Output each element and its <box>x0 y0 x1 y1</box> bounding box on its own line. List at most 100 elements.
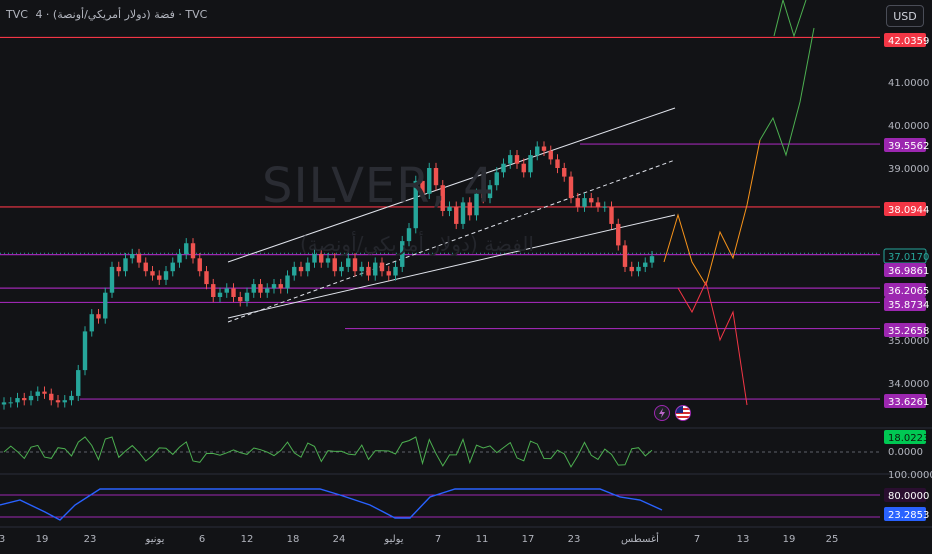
candle-body <box>568 176 574 199</box>
price-badge-label: 42.0359 <box>888 36 929 47</box>
candle-body <box>244 292 250 302</box>
candle-body <box>69 395 74 401</box>
time-tick-label: 25 <box>826 534 839 545</box>
price-badge-label: 37.0170 <box>888 252 929 263</box>
candle-body <box>487 185 493 199</box>
osc1-badge <box>884 430 926 444</box>
price-badge-label: 39.5562 <box>888 141 929 152</box>
candle-body <box>555 159 560 168</box>
time-tick-label: 3 <box>0 534 5 545</box>
price-tick-label: 39.0000 <box>888 164 929 175</box>
price-badge <box>884 394 926 408</box>
candle-body <box>258 284 263 293</box>
candle-body <box>163 271 169 280</box>
candle-body <box>197 258 202 272</box>
osc2-current-badge-label: 23.2853 <box>888 510 929 521</box>
candle-body <box>562 168 567 177</box>
candle-body <box>251 284 256 293</box>
candle-body <box>224 288 229 293</box>
candle-body <box>501 163 506 173</box>
candle-body <box>271 284 277 289</box>
price-badge <box>884 33 926 47</box>
time-tick-label: 11 <box>476 534 489 545</box>
candle-body <box>602 206 607 208</box>
candle-body <box>589 198 594 203</box>
time-tick-label: 7 <box>694 534 700 545</box>
price-badge <box>884 138 926 152</box>
price-badge <box>884 263 926 277</box>
candle-body <box>575 198 580 207</box>
candle-body <box>535 146 540 156</box>
price-badge <box>884 297 926 311</box>
time-tick-label: يونيو <box>145 534 165 545</box>
candle-body <box>8 402 13 404</box>
time-tick-label: 12 <box>241 534 254 545</box>
candle-body <box>595 202 601 207</box>
price-tick-label: 34.0000 <box>888 379 929 390</box>
candle-body <box>366 266 371 276</box>
candle-body <box>130 254 135 259</box>
candle-body <box>49 393 54 401</box>
candle-body <box>211 284 216 297</box>
price-badge-label: 35.2658 <box>888 326 929 337</box>
currency-button[interactable]: USD <box>886 5 924 27</box>
price-tick-label: 41.0000 <box>888 78 929 89</box>
channel-mid <box>227 159 676 323</box>
candle-body <box>346 258 351 267</box>
osc2-upper-badge-label: 80.0000 <box>888 491 929 502</box>
osc2-current-badge <box>884 507 926 521</box>
candle-body <box>609 206 614 224</box>
osc1-tick-label: 0.0000 <box>888 447 923 458</box>
candle-body <box>150 271 155 276</box>
candle-body <box>400 241 405 267</box>
time-tick-label: 17 <box>522 534 535 545</box>
price-badge-label: 38.0944 <box>888 205 929 216</box>
time-tick-label: 19 <box>36 534 49 545</box>
candle-body <box>298 266 304 272</box>
price-tick-label: 35.0000 <box>888 336 929 347</box>
price-badge-label: 35.8734 <box>888 300 929 311</box>
candle-body <box>35 391 40 396</box>
candle-body <box>406 228 412 242</box>
candle-body <box>622 245 628 267</box>
candle-body <box>305 262 310 272</box>
time-tick-label: أغسطس <box>621 532 659 545</box>
flag-glyph <box>676 406 690 420</box>
candle-body <box>238 297 243 302</box>
candle-body <box>285 275 290 289</box>
candle-body <box>184 243 189 254</box>
us-flag-icon[interactable] <box>675 405 691 421</box>
candle-body <box>325 258 331 263</box>
time-tick-label: 7 <box>435 534 441 545</box>
candle-body <box>373 262 378 276</box>
price-badge <box>884 202 926 216</box>
osc1-badge-label: 18.0223 <box>888 433 929 444</box>
candle-body <box>89 314 94 332</box>
candle-body <box>319 254 324 263</box>
candle-body <box>467 202 472 216</box>
candle-body <box>103 292 108 319</box>
candle-body <box>292 266 297 276</box>
candle-body <box>481 193 486 199</box>
candle-body <box>339 266 344 272</box>
projection-red <box>677 280 748 406</box>
candle-body <box>190 243 196 259</box>
time-tick-label: 24 <box>333 534 346 545</box>
projection-green <box>759 27 815 157</box>
candle-body <box>332 258 337 272</box>
candle-body <box>28 395 34 401</box>
chart-title: TVC فضة (دولار أمريكي/أونصة) · 4 · TVC <box>6 8 211 21</box>
candle-body <box>386 271 391 276</box>
candle-body <box>265 288 270 293</box>
candle-body <box>177 254 182 263</box>
projection-green-top <box>773 0 807 38</box>
candle-body <box>447 206 452 211</box>
candle-body <box>636 266 641 272</box>
lightning-icon[interactable] <box>654 405 670 421</box>
candle-body <box>514 155 520 164</box>
candle-body <box>474 193 479 216</box>
candle-body <box>393 266 398 276</box>
time-tick-label: 6 <box>199 534 205 545</box>
